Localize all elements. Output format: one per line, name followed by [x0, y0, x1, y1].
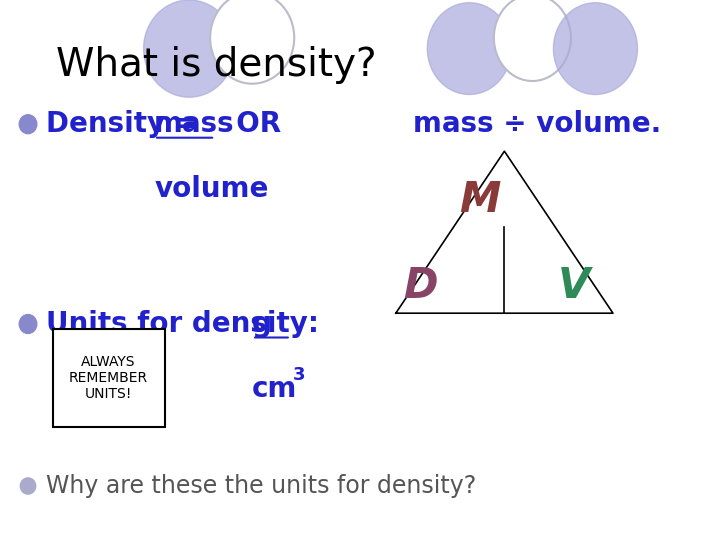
Ellipse shape	[428, 3, 511, 94]
Text: Density =: Density =	[45, 110, 207, 138]
Ellipse shape	[20, 478, 36, 494]
Text: V: V	[558, 265, 590, 307]
Text: ALWAYS
REMEMBER
UNITS!: ALWAYS REMEMBER UNITS!	[69, 355, 148, 401]
Text: mass: mass	[154, 110, 235, 138]
Text: g: g	[252, 310, 272, 338]
Text: mass ÷ volume.: mass ÷ volume.	[413, 110, 662, 138]
Text: What is density?: What is density?	[56, 46, 377, 84]
Text: OR: OR	[217, 110, 282, 138]
Ellipse shape	[494, 0, 571, 81]
Text: cm: cm	[252, 375, 297, 403]
Text: Why are these the units for density?: Why are these the units for density?	[45, 474, 476, 498]
Ellipse shape	[19, 314, 37, 333]
Text: M: M	[459, 179, 500, 221]
Text: Units for density:: Units for density:	[45, 310, 328, 338]
FancyBboxPatch shape	[53, 329, 165, 427]
Ellipse shape	[554, 3, 637, 94]
Text: D: D	[403, 265, 438, 307]
Ellipse shape	[143, 0, 235, 97]
Ellipse shape	[19, 115, 37, 133]
Ellipse shape	[210, 0, 294, 84]
Text: 3: 3	[293, 366, 305, 384]
Text: volume: volume	[154, 175, 269, 203]
